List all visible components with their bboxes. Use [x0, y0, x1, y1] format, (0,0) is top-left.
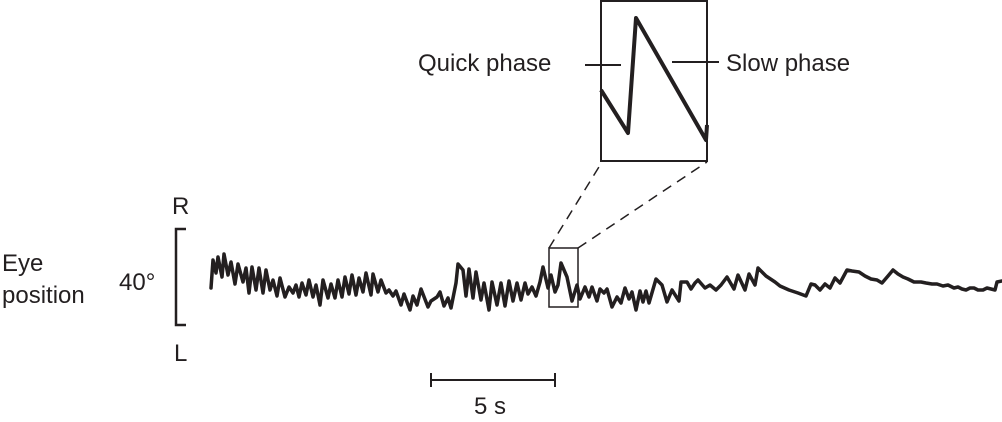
left-direction-label: L: [174, 340, 187, 367]
quick-phase-label: Quick phase: [418, 50, 551, 77]
zoom-connector-left: [548, 161, 603, 249]
zoom-inset-box: [600, 0, 708, 162]
angle-scale-bracket: [174, 227, 186, 327]
right-direction-label: R: [172, 193, 189, 220]
angle-scale-label: 40°: [119, 269, 155, 296]
eye-position-trace: [209, 252, 1002, 312]
zoom-connector-right: [577, 161, 708, 249]
eye-position-label-line2: position: [2, 282, 85, 309]
slow-phase-label: Slow phase: [726, 50, 850, 77]
time-scale-bar: [430, 373, 556, 387]
zoom-inset-trace: [599, 16, 709, 142]
time-scale-label: 5 s: [474, 393, 506, 420]
zoom-source-box: [548, 247, 579, 308]
eye-position-label-line1: Eye: [2, 250, 43, 277]
